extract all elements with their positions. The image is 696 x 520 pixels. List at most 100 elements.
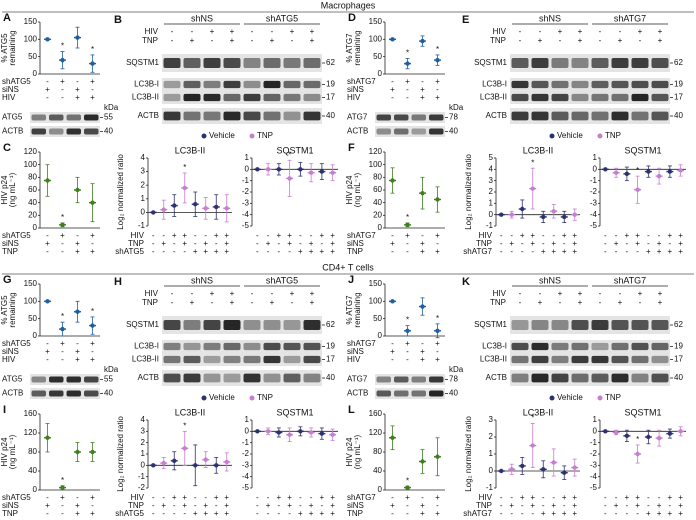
condition-sign: + [558,27,563,36]
blot-band [429,128,444,135]
data-point [45,178,50,183]
blot-band [183,93,201,102]
condition-sign: - [299,231,302,240]
kda-unit: kDa [104,103,119,112]
condition-sign: + [320,247,325,256]
y-axis-label: % ATG7 [345,295,354,325]
condition-sign: + [60,339,65,348]
condition-sign: + [541,509,546,518]
condition-sign: - [91,85,94,94]
blot-band [66,128,81,135]
condition-sign: - [251,27,254,36]
condition-sign: - [162,231,165,240]
condition-sign: - [639,298,642,307]
blot-band [531,373,549,383]
condition-sign: - [510,231,513,240]
condition-sign: + [214,231,219,240]
condition-sign: + [538,36,543,45]
data-point [90,449,95,455]
blot-band [591,58,609,68]
significance: * [61,213,64,222]
blot-band [163,93,181,102]
condition-name: shATG5 [2,231,31,240]
condition-sign: + [658,298,663,307]
blot-band [591,342,609,351]
blot [375,112,445,123]
data-point [562,470,567,475]
blot-name: ACTB [347,389,368,398]
condition-name: TNP [2,509,18,518]
kda-label: 19 [326,342,335,351]
blot-band [203,320,221,330]
blot-band [531,320,549,330]
legend-marker [249,133,255,139]
condition-sign: - [421,339,424,348]
y-tick-label: -2 [242,187,250,196]
blot-name: ACTB [138,373,159,382]
kda-label: 17 [326,93,335,102]
blot-band [183,342,201,351]
data-point [509,212,514,217]
y-tick-label: 80 [373,447,382,456]
significance: * [91,307,94,316]
blot-band [223,111,241,121]
blot-band [203,111,221,121]
blot-band [631,93,649,102]
condition-sign: - [599,289,602,298]
condition-name: siNS [347,85,364,94]
condition-sign: + [668,493,673,502]
blot-band [243,80,261,89]
blot-band [531,58,549,68]
legend-label: TNP [605,393,621,402]
blot-band [84,114,99,121]
y-axis-label: (ng mL⁻¹) [8,172,17,207]
blot-band [66,376,81,383]
condition-sign: - [194,493,197,502]
blot-band [611,80,629,89]
condition-sign: - [647,239,650,248]
condition-name: TNP [347,247,363,256]
blot-band [163,80,181,89]
condition-name: HIV [347,355,361,364]
condition-sign: + [551,247,556,256]
y-tick-label: 40 [373,466,382,475]
data-point [572,465,577,470]
condition-sign: + [75,355,80,364]
condition-sign: + [298,509,303,518]
condition-sign: + [678,247,683,256]
panel-label: G [3,274,12,286]
condition-sign: + [572,239,577,248]
data-point [530,443,535,448]
significance: * [531,414,534,423]
y-axis-label: Log₂ normalized ratio [116,416,125,492]
condition-sign: + [75,247,80,256]
blot-band [631,320,649,330]
blot-band [551,342,569,351]
condition-name: siNS [2,239,19,248]
data-point [90,61,95,66]
blot-band [183,373,201,383]
y-tick-label: 0 [489,210,494,219]
condition-sign: + [182,493,187,502]
condition-sign: + [224,509,229,518]
blot-band [283,342,301,351]
chart-title: LC3B-II [175,407,206,417]
condition-name: TNP [128,501,144,510]
data-point [151,463,156,468]
blot-band [263,320,281,330]
blot-band [163,342,181,351]
blot-band [511,342,529,351]
y-tick-label: -3 [242,460,250,469]
data-point [182,446,187,451]
y-tick-label: 20 [373,210,382,219]
condition-sign: - [619,27,622,36]
condition-sign: + [638,27,643,36]
blot-band [551,58,569,68]
blot-name: SQSTM1 [126,58,159,67]
condition-sign: + [657,509,662,518]
blot-band [551,355,569,364]
y-tick-label: 1 [593,153,598,162]
section-title: Macrophages [321,0,376,10]
y-tick-label: 60 [28,185,37,194]
condition-sign: + [678,493,683,502]
